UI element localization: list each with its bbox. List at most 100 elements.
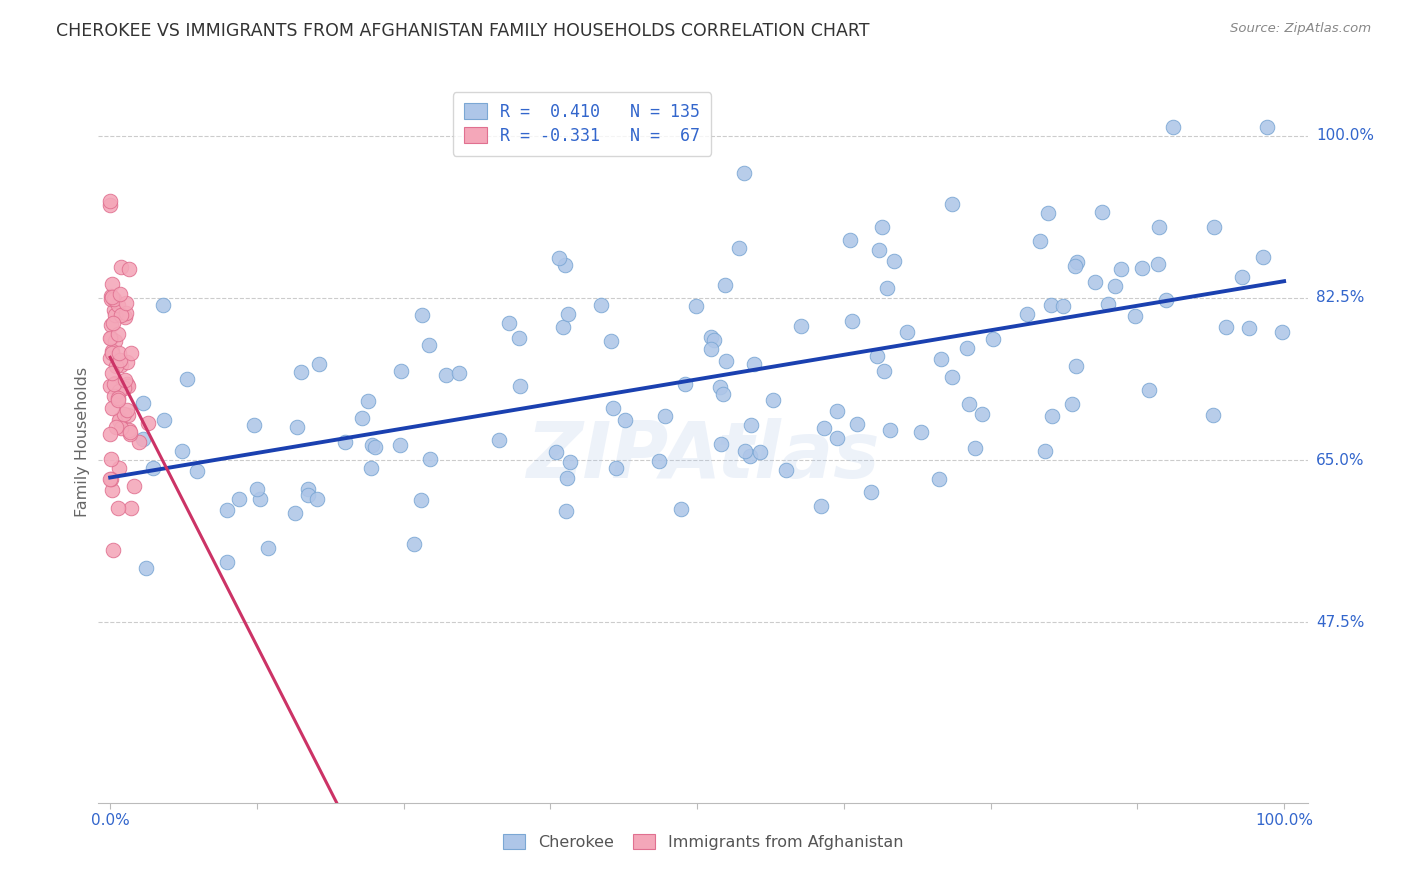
Point <box>1035 444 1057 458</box>
Point <box>709 380 731 394</box>
Point <box>107 391 129 405</box>
Point <box>98 198 121 212</box>
Point <box>714 353 737 368</box>
Point <box>215 555 238 569</box>
Point <box>114 310 136 325</box>
Point <box>981 332 1004 346</box>
Point <box>879 423 901 437</box>
Point <box>115 306 138 320</box>
Point <box>245 482 267 496</box>
Point <box>118 425 141 439</box>
Point <box>107 461 129 475</box>
Point <box>135 561 157 575</box>
Point <box>100 331 122 345</box>
Point <box>555 471 578 485</box>
Point <box>100 194 122 208</box>
Point <box>404 537 426 551</box>
Point <box>1215 320 1237 334</box>
Point <box>846 417 869 431</box>
Point <box>1202 408 1225 422</box>
Point <box>1040 409 1063 424</box>
Point <box>733 166 755 180</box>
Point <box>555 504 578 518</box>
Point <box>103 376 125 391</box>
Point <box>1038 206 1060 220</box>
Text: 47.5%: 47.5% <box>1316 615 1364 630</box>
Point <box>114 373 136 387</box>
Point <box>333 435 356 450</box>
Point <box>876 280 898 294</box>
Point <box>98 351 121 365</box>
Point <box>713 387 735 401</box>
Point <box>132 432 155 446</box>
Point <box>710 437 733 451</box>
Point <box>100 289 122 303</box>
Point <box>1104 279 1126 293</box>
Point <box>110 260 132 275</box>
Point <box>101 345 124 359</box>
Point <box>1064 359 1087 374</box>
Point <box>591 298 613 312</box>
Point <box>100 483 122 497</box>
Point <box>290 365 312 379</box>
Text: 82.5%: 82.5% <box>1316 291 1364 305</box>
Point <box>101 401 124 416</box>
Point <box>110 420 132 434</box>
Point <box>734 444 756 458</box>
Point <box>101 290 124 304</box>
Point <box>142 461 165 475</box>
Point <box>810 500 832 514</box>
Point <box>128 434 150 449</box>
Point <box>941 369 963 384</box>
Point <box>104 334 127 348</box>
Point <box>411 308 433 322</box>
Point <box>136 416 159 430</box>
Point <box>868 243 890 257</box>
Point <box>599 334 621 348</box>
Point <box>100 318 122 332</box>
Point <box>98 330 121 344</box>
Point <box>305 491 328 506</box>
Point <box>122 479 145 493</box>
Point <box>131 396 153 410</box>
Point <box>1154 293 1177 308</box>
Point <box>110 353 132 368</box>
Point <box>284 506 307 520</box>
Point <box>117 403 139 417</box>
Point <box>544 444 567 458</box>
Point <box>98 379 121 393</box>
Point <box>107 327 129 342</box>
Point <box>112 381 135 395</box>
Point <box>941 197 963 211</box>
Point <box>120 346 142 360</box>
Point <box>685 299 707 313</box>
Point <box>297 482 319 496</box>
Point <box>910 425 932 440</box>
Point <box>297 488 319 502</box>
Point <box>108 384 131 399</box>
Point <box>957 397 980 411</box>
Point <box>101 277 124 292</box>
Point <box>215 503 238 517</box>
Point <box>436 368 458 382</box>
Point <box>389 364 412 378</box>
Point <box>1109 262 1132 277</box>
Point <box>727 241 749 255</box>
Point <box>1147 219 1170 234</box>
Point <box>98 426 121 441</box>
Point <box>1202 220 1225 235</box>
Point <box>700 342 723 356</box>
Point <box>699 329 721 343</box>
Point <box>749 444 772 458</box>
Point <box>100 452 122 467</box>
Point <box>654 409 676 423</box>
Point <box>1062 396 1084 410</box>
Point <box>841 314 863 328</box>
Point <box>669 501 692 516</box>
Point <box>551 320 574 334</box>
Point <box>108 346 131 360</box>
Point <box>419 452 441 467</box>
Point <box>762 392 785 407</box>
Point <box>740 417 762 432</box>
Text: 100.0%: 100.0% <box>1316 128 1374 144</box>
